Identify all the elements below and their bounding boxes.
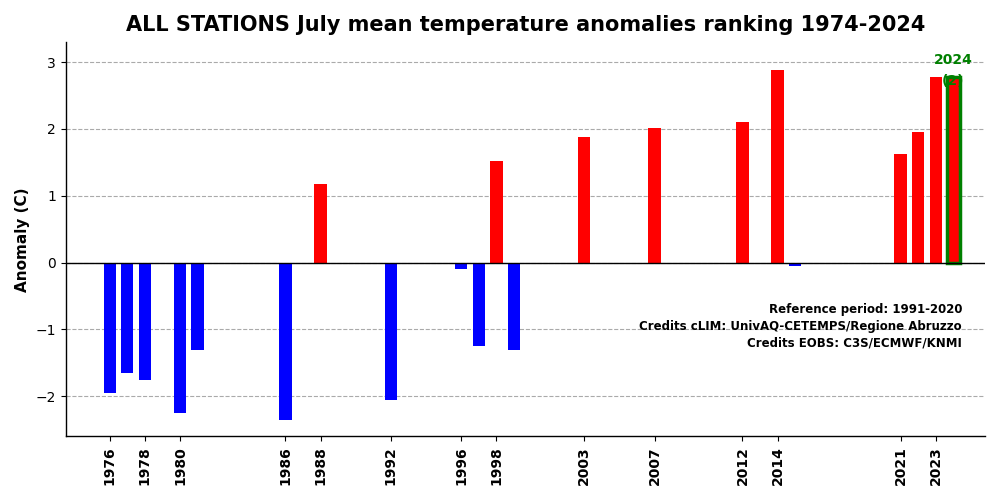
Bar — [947, 77, 960, 262]
Bar — [894, 154, 907, 262]
Bar — [789, 262, 801, 266]
Bar — [279, 262, 292, 420]
Bar — [912, 132, 924, 262]
Bar — [314, 184, 327, 262]
Bar — [104, 262, 116, 393]
Bar — [473, 262, 485, 346]
Title: ALL STATIONS July mean temperature anomalies ranking 1974-2024: ALL STATIONS July mean temperature anoma… — [126, 15, 925, 35]
Text: 2024: 2024 — [934, 53, 973, 67]
Bar — [139, 262, 151, 380]
Bar — [490, 161, 503, 262]
Bar — [174, 262, 186, 413]
Bar — [191, 262, 204, 350]
Bar — [648, 128, 661, 262]
Bar — [930, 77, 942, 262]
Text: (2): (2) — [942, 74, 965, 88]
Bar — [508, 262, 520, 350]
Y-axis label: Anomaly (C): Anomaly (C) — [15, 187, 30, 292]
Bar — [121, 262, 133, 373]
Bar — [947, 77, 960, 262]
Text: Reference period: 1991-2020
Credits cLIM: UnivAQ-CETEMPS/Regione Abruzzo
Credits: Reference period: 1991-2020 Credits cLIM… — [639, 302, 962, 350]
Bar — [385, 262, 397, 400]
Bar — [578, 137, 590, 262]
Bar — [771, 70, 784, 262]
Bar — [455, 262, 467, 270]
Bar — [736, 122, 749, 262]
